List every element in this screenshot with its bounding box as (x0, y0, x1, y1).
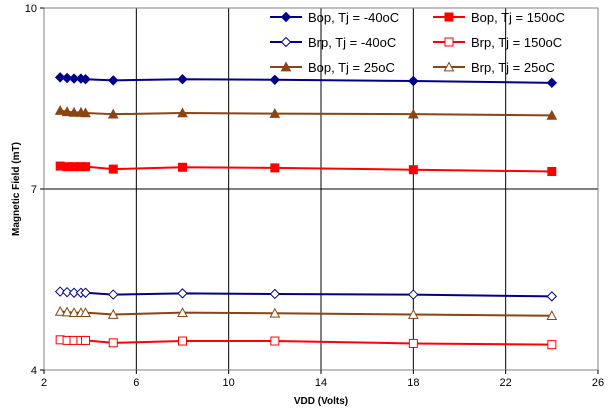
data-point (61, 306, 73, 317)
y-tick-label: 4 (31, 365, 37, 377)
series-line (60, 310, 552, 317)
legend-marker (280, 11, 292, 23)
x-axis-title: VDD (Volts) (294, 396, 348, 407)
data-point (108, 338, 118, 348)
series-line (60, 338, 552, 346)
data-point (407, 108, 419, 119)
legend-label: Bop, Tj = 25oC (308, 60, 395, 75)
data-point (108, 289, 119, 300)
series-line (59, 109, 552, 117)
series-group (54, 72, 558, 350)
legend-item: Bop, Tj = 150oC (433, 10, 565, 25)
data-point (408, 338, 418, 348)
legend-item: Bop, Tj = 25oC (270, 60, 395, 75)
y-tick-label: 10 (25, 3, 37, 15)
series-line (60, 76, 552, 84)
data-point (80, 107, 91, 118)
y-tick-label: 7 (31, 184, 37, 196)
data-point (269, 108, 281, 118)
legend-marker (280, 36, 292, 48)
series (54, 286, 558, 302)
data-point (68, 73, 80, 84)
series (54, 105, 558, 120)
x-tick-label: 6 (133, 377, 139, 389)
data-point (177, 73, 188, 85)
data-point (80, 307, 91, 318)
series (54, 72, 558, 89)
data-point (81, 162, 91, 172)
data-point (80, 73, 91, 85)
series (54, 305, 558, 321)
legend-label: Bop, Tj = 150oC (471, 10, 565, 25)
legend-label: Brp, Tj = -40oC (308, 35, 396, 50)
x-tick-label: 2 (41, 377, 47, 389)
legend-marker (444, 12, 454, 22)
data-point (546, 310, 558, 321)
data-point (546, 291, 558, 302)
data-point (177, 288, 188, 299)
legend-label: Brp, Tj = 150oC (471, 35, 562, 50)
legend-item: Brp, Tj = -40oC (270, 35, 396, 50)
legend-item: Brp, Tj = 25oC (433, 60, 555, 75)
series-line (60, 290, 552, 298)
x-tick-label: 22 (500, 377, 512, 389)
data-point (269, 74, 281, 86)
data-point (68, 106, 80, 117)
series-line (60, 165, 552, 173)
data-point (81, 335, 91, 345)
data-point (178, 162, 187, 172)
series (55, 161, 557, 177)
data-point (68, 307, 80, 318)
legend-marker (444, 37, 454, 47)
data-point (54, 305, 66, 316)
data-point (54, 105, 66, 115)
data-point (108, 164, 118, 174)
data-point (407, 308, 419, 319)
data-point (80, 287, 91, 298)
data-point (408, 75, 419, 87)
data-point (54, 72, 66, 83)
legend: Bop, Tj = -40oC Bop, Tj = 150oC Brp, Tj = … (270, 10, 565, 75)
data-point (107, 108, 119, 119)
x-tick-label: 18 (407, 377, 419, 389)
data-point (107, 308, 119, 319)
legend-item: Brp, Tj = 150oC (433, 35, 562, 50)
data-point (270, 163, 280, 173)
legend-label: Brp, Tj = 25oC (471, 60, 555, 75)
legend-label: Bop, Tj = -40oC (308, 10, 399, 25)
data-point (108, 75, 119, 86)
data-point (546, 77, 558, 89)
series (55, 335, 557, 350)
data-point (547, 167, 557, 177)
data-point (269, 288, 281, 300)
data-point (408, 165, 418, 175)
data-point (177, 107, 188, 118)
data-point (68, 287, 80, 298)
data-point (177, 307, 188, 318)
y-axis-title: Magnetic Field (mT) (11, 142, 22, 236)
x-tick-label: 14 (315, 377, 327, 389)
data-point (61, 72, 73, 84)
data-point (408, 289, 419, 300)
data-point (269, 307, 281, 318)
data-point (61, 286, 73, 298)
legend-marker (443, 61, 455, 72)
x-tick-label: 10 (223, 377, 235, 389)
data-point (178, 336, 187, 346)
legend-marker (280, 61, 292, 72)
x-tick-label: 26 (592, 377, 604, 389)
data-point (61, 106, 73, 117)
data-point (54, 286, 66, 297)
data-point (547, 340, 557, 350)
legend-item: Bop, Tj = -40oC (270, 10, 399, 25)
data-point (546, 109, 558, 120)
data-point (270, 336, 280, 346)
grid (44, 8, 598, 370)
